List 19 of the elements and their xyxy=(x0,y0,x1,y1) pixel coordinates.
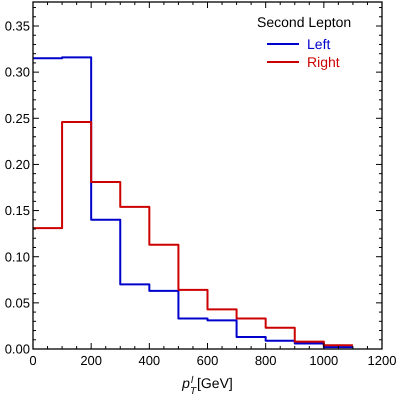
legend-title: Second Lepton xyxy=(257,14,352,30)
legend-label: Right xyxy=(307,54,340,70)
y-tick-label: 0.10 xyxy=(4,249,30,264)
legend-label: Left xyxy=(307,36,330,52)
y-tick-label: 0.00 xyxy=(4,342,30,357)
y-tick-label: 0.15 xyxy=(4,203,30,218)
y-tick-label: 0.05 xyxy=(4,295,30,310)
y-tick-label: 0.30 xyxy=(4,64,30,80)
y-tick-label: 0.20 xyxy=(4,156,30,172)
x-tick-label: 0 xyxy=(29,353,37,368)
x-tick-label: 600 xyxy=(196,353,218,368)
x-tick-label: 1200 xyxy=(368,353,396,368)
x-tick-label: 400 xyxy=(138,353,160,368)
x-axis-title: p$_{T}$$^{l}$ [GeV] xyxy=(181,374,233,396)
y-tick-label: 0.25 xyxy=(4,110,30,126)
x-tick-label: 1000 xyxy=(309,353,338,368)
y-tick-label: 0.35 xyxy=(4,18,30,34)
x-tick-label: 200 xyxy=(80,353,102,368)
x-tick-label: 800 xyxy=(254,353,277,368)
